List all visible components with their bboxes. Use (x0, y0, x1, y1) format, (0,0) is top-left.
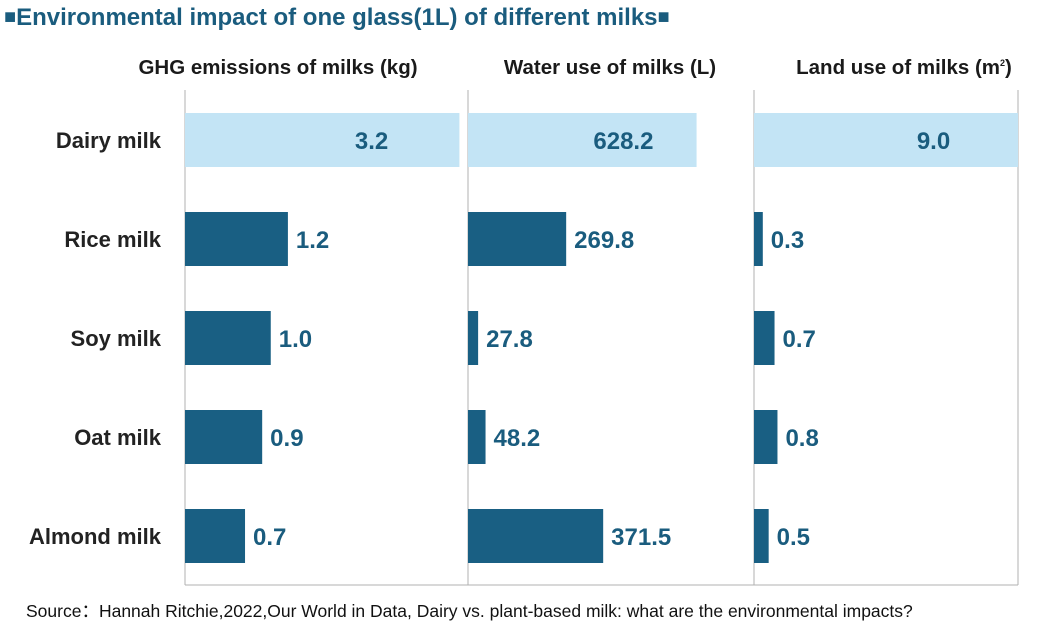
bar-land-dairy-milk (754, 113, 1018, 167)
value-label-land-soy-milk: 0.7 (783, 326, 816, 353)
value-label-ghg-rice-milk: 1.2 (296, 227, 329, 254)
value-label-land-rice-milk: 0.3 (771, 227, 804, 254)
bar-ghg-soy-milk (185, 311, 271, 365)
category-label-soy-milk: Soy milk (71, 326, 162, 351)
bar-water-oat-milk (468, 410, 486, 464)
category-label-almond-milk: Almond milk (29, 524, 162, 549)
value-label-ghg-almond-milk: 0.7 (253, 524, 286, 551)
value-label-ghg-dairy-milk: 3.2 (355, 128, 388, 155)
bar-water-rice-milk (468, 212, 567, 266)
bar-land-almond-milk (754, 509, 769, 563)
value-label-land-dairy-milk: 9.0 (917, 128, 950, 155)
source-note: Source：Hannah Ritchie,2022,Our World in … (26, 601, 913, 621)
category-label-oat-milk: Oat milk (74, 425, 162, 450)
bar-ghg-dairy-milk (185, 113, 460, 167)
bar-ghg-almond-milk (185, 509, 246, 563)
bar-ghg-rice-milk (185, 212, 288, 266)
bar-land-soy-milk (754, 311, 775, 365)
value-label-land-almond-milk: 0.5 (777, 524, 810, 551)
panel-title-land: Land use of milks (m2) (796, 56, 1012, 79)
bar-water-dairy-milk (468, 113, 697, 167)
value-label-ghg-soy-milk: 1.0 (279, 326, 312, 353)
panel-title-water: Water use of milks (L) (503, 56, 717, 79)
bar-ghg-oat-milk (185, 410, 263, 464)
title-marker-left: ■ (4, 6, 17, 28)
value-label-ghg-oat-milk: 0.9 (270, 425, 303, 452)
value-label-water-oat-milk: 48.2 (494, 425, 541, 452)
bar-land-oat-milk (754, 410, 778, 464)
value-label-water-dairy-milk: 628.2 (593, 128, 653, 155)
panel-title-land-superscript: 2 (1000, 58, 1006, 69)
category-label-rice-milk: Rice milk (64, 227, 161, 252)
bar-water-soy-milk (468, 311, 479, 365)
bar-water-almond-milk (468, 509, 604, 563)
panel-title-ghg: GHG emissions of milks (kg) (138, 56, 418, 79)
value-label-water-soy-milk: 27.8 (486, 326, 533, 353)
chart-title: ■Environmental impact of one glass(1L) o… (4, 4, 670, 32)
title-text: Environmental impact of one glass(1L) of… (16, 4, 658, 31)
value-label-water-almond-milk: 371.5 (611, 524, 671, 551)
title-marker-right: ■ (657, 6, 670, 28)
value-label-land-oat-milk: 0.8 (785, 425, 818, 452)
bar-land-rice-milk (754, 212, 763, 266)
value-label-water-rice-milk: 269.8 (574, 227, 634, 254)
category-label-dairy-milk: Dairy milk (56, 128, 162, 153)
